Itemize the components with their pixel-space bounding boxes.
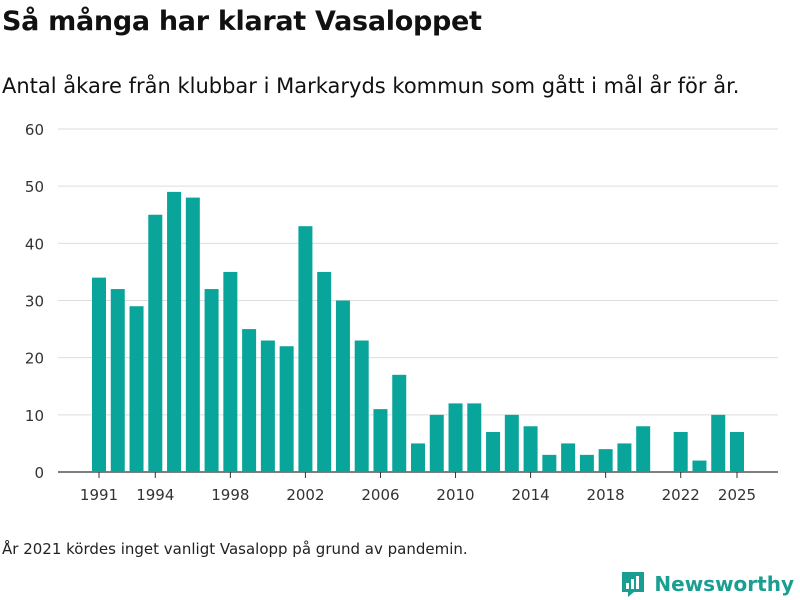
bar-1998[interactable] bbox=[223, 271, 238, 472]
bar-2007[interactable] bbox=[392, 374, 407, 472]
x-tick-label: 2006 bbox=[361, 486, 399, 504]
x-tick-label: 2022 bbox=[662, 486, 700, 504]
y-tick-label: 50 bbox=[25, 178, 44, 196]
bar-2022[interactable] bbox=[673, 431, 688, 472]
bar-2017[interactable] bbox=[579, 454, 594, 472]
bar-2023[interactable] bbox=[692, 460, 707, 472]
bar-1995[interactable] bbox=[167, 191, 182, 472]
chart-title: Så många har klarat Vasaloppet bbox=[2, 6, 482, 37]
bar-2004[interactable] bbox=[335, 300, 350, 473]
brand-name: Newsworthy bbox=[654, 572, 794, 596]
bar-2001[interactable] bbox=[279, 346, 294, 472]
bar-2020[interactable] bbox=[636, 426, 651, 472]
bar-2019[interactable] bbox=[617, 443, 632, 472]
bar-2005[interactable] bbox=[354, 340, 369, 472]
y-tick-label: 20 bbox=[25, 350, 44, 368]
bar-chart: 0 10 20 30 40 50 60 1991 1994 1998 2002 2006 2010 201… bbox=[25, 121, 778, 504]
x-tick-label: 2025 bbox=[718, 486, 756, 504]
y-tick-label: 30 bbox=[25, 293, 44, 311]
x-tick-label: 2014 bbox=[511, 486, 549, 504]
bar-1993[interactable] bbox=[129, 306, 144, 472]
bar-1996[interactable] bbox=[185, 197, 200, 472]
bar-1992[interactable] bbox=[110, 289, 125, 472]
y-tick-label: 10 bbox=[25, 407, 44, 425]
bar-2018[interactable] bbox=[598, 449, 613, 472]
bar-2014[interactable] bbox=[523, 426, 538, 472]
footnote: År 2021 kördes inget vanligt Vasalopp på… bbox=[2, 540, 468, 558]
bar-2012[interactable] bbox=[486, 431, 501, 472]
bar-2002[interactable] bbox=[298, 226, 313, 472]
bar-2015[interactable] bbox=[542, 454, 557, 472]
bar-2024[interactable] bbox=[711, 414, 726, 472]
bar-2010[interactable] bbox=[448, 403, 463, 472]
bar-2009[interactable] bbox=[429, 414, 444, 472]
y-tick-label: 0 bbox=[34, 464, 44, 482]
bar-2003[interactable] bbox=[317, 271, 332, 472]
bar-2008[interactable] bbox=[411, 443, 425, 472]
bar-1999[interactable] bbox=[242, 329, 257, 472]
x-tick-label: 2018 bbox=[587, 486, 625, 504]
x-tick-label: 1991 bbox=[80, 486, 118, 504]
bar-2000[interactable] bbox=[260, 340, 275, 472]
x-tick-label: 2010 bbox=[436, 486, 474, 504]
bar-2025[interactable] bbox=[730, 431, 744, 472]
brand-logo: Newsworthy bbox=[620, 570, 794, 598]
bar-2016[interactable] bbox=[561, 443, 576, 472]
bar-2006[interactable] bbox=[373, 409, 388, 472]
x-tick-label: 2002 bbox=[286, 486, 324, 504]
bar-1994[interactable] bbox=[148, 214, 163, 472]
y-tick-label: 60 bbox=[25, 121, 44, 139]
bar-2011[interactable] bbox=[467, 403, 482, 472]
newsworthy-icon bbox=[622, 572, 645, 597]
y-tick-label: 40 bbox=[25, 235, 44, 253]
bar-1991[interactable] bbox=[92, 277, 106, 472]
chart-subtitle: Antal åkare från klubbar i Markaryds kom… bbox=[2, 74, 740, 98]
x-tick-label: 1994 bbox=[136, 486, 174, 504]
bar-2013[interactable] bbox=[504, 414, 519, 472]
x-tick-label: 1998 bbox=[211, 486, 249, 504]
bar-1997[interactable] bbox=[204, 289, 219, 472]
